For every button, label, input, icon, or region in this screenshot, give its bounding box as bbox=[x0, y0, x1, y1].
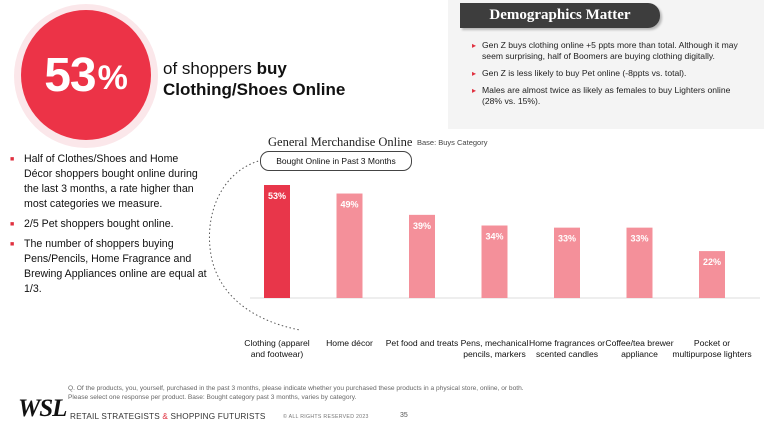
x-tick-label: Pens, mechanical pencils, markers bbox=[460, 338, 529, 359]
data-label: 22% bbox=[703, 257, 721, 267]
insights-list: Half of Clothes/Shoes and Home Décor sho… bbox=[8, 152, 208, 302]
tagline: RETAIL STRATEGISTS & SHOPPING FUTURISTS bbox=[70, 412, 266, 421]
headline-bold-1: buy bbox=[256, 59, 287, 78]
bar bbox=[554, 227, 580, 298]
headline-bold-2: Clothing/Shoes Online bbox=[163, 80, 346, 99]
stat-value: 53% bbox=[21, 10, 151, 140]
demographics-bullet: Males are almost twice as likely as fema… bbox=[472, 85, 752, 107]
x-tick-label: Pet food and treats bbox=[385, 338, 459, 348]
stat-circle bbox=[21, 10, 151, 140]
chart-title: General Merchandise Online bbox=[268, 135, 413, 149]
data-label: 53% bbox=[268, 191, 286, 201]
x-tick-label: Home décor bbox=[326, 338, 373, 348]
bar bbox=[336, 193, 363, 298]
chart-base-note: Base: Buys Category bbox=[417, 138, 488, 147]
insight-bullet: 2/5 Pet shoppers bought online. bbox=[8, 217, 208, 232]
data-label: 49% bbox=[340, 200, 358, 210]
insight-bullet: The number of shoppers buying Pens/Penci… bbox=[8, 237, 208, 297]
demographics-title: Demographics Matter bbox=[460, 3, 660, 28]
x-tick-label: Pocket or multipurpose lighters bbox=[672, 338, 752, 359]
x-tick-label: Clothing (apparel and footwear) bbox=[244, 338, 310, 359]
data-label: 33% bbox=[558, 234, 576, 244]
demographics-bullet: Gen Z buys clothing online +5 ppts more … bbox=[472, 40, 752, 62]
data-label: 39% bbox=[413, 221, 431, 231]
data-label: 34% bbox=[485, 232, 503, 242]
bar bbox=[699, 251, 725, 298]
bar bbox=[264, 185, 290, 298]
tagline-part-1: RETAIL STRATEGISTS bbox=[70, 412, 163, 421]
x-tick-label: Home fragrances or scented candles bbox=[529, 338, 605, 359]
data-label: 33% bbox=[630, 234, 648, 244]
x-tick-label: Coffee/tea brewer appliance bbox=[605, 338, 674, 359]
headline-lead: of shoppers bbox=[163, 59, 257, 78]
bar bbox=[481, 225, 508, 298]
page-number: 35 bbox=[400, 412, 408, 419]
bar bbox=[626, 227, 653, 298]
bar bbox=[409, 214, 435, 298]
demographics-list: Gen Z buys clothing online +5 ppts more … bbox=[472, 40, 752, 113]
demographics-bullet: Gen Z is less likely to buy Pet online (… bbox=[472, 68, 752, 79]
connector-arc bbox=[208, 159, 301, 331]
copyright: © ALL RIGHTS RESERVED 2023 bbox=[283, 414, 369, 420]
tagline-ampersand: & bbox=[162, 412, 169, 421]
tagline-part-2: SHOPPING FUTURISTS bbox=[168, 412, 266, 421]
wsl-logo: WSL bbox=[18, 395, 67, 422]
stat-number: 53 bbox=[44, 48, 96, 102]
stat-percent-sign: % bbox=[97, 58, 128, 97]
footnote: Q. Of the products, you, yourself, purch… bbox=[68, 385, 524, 401]
headline: of shoppers buy Clothing/Shoes Online bbox=[163, 58, 363, 100]
chart-subtitle-pill: Bought Online in Past 3 Months bbox=[260, 151, 412, 171]
insight-bullet: Half of Clothes/Shoes and Home Décor sho… bbox=[8, 152, 208, 212]
